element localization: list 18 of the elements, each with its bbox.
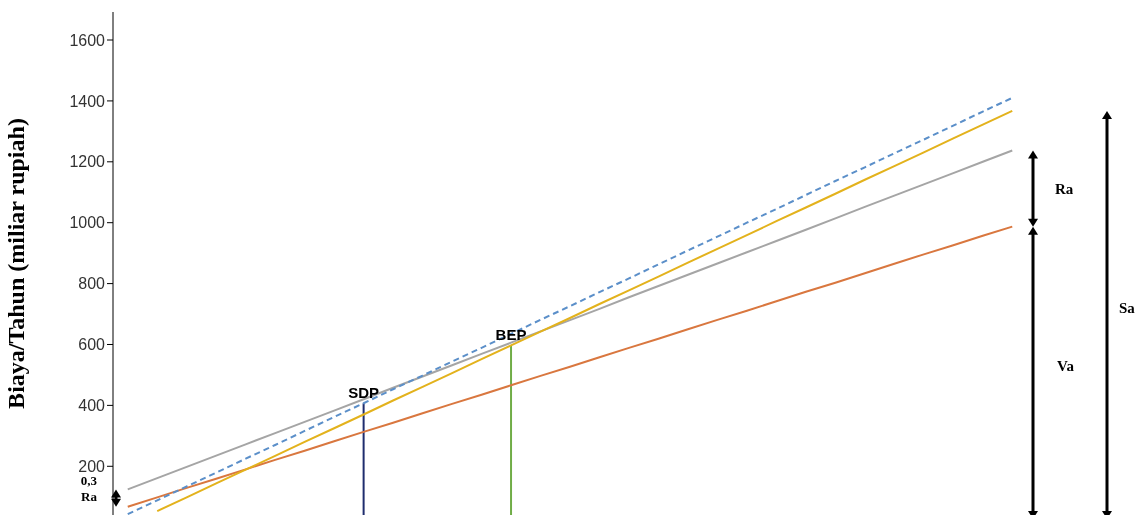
annotation: SDP — [348, 384, 380, 402]
y-tick-label: 1600 — [69, 31, 106, 49]
line-series — [126, 149, 1014, 491]
annotation: BEP — [495, 326, 527, 344]
y-tick-label: 600 — [78, 336, 106, 354]
y-tick-label: 800 — [78, 275, 106, 293]
y-tick-label: 200 — [78, 457, 106, 475]
y-tick-label: 1400 — [69, 92, 106, 110]
text: Sa — [1119, 299, 1136, 316]
text: Ra — [1055, 180, 1074, 197]
y-tick-label: 400 — [78, 397, 106, 415]
y-tick-label: 1000 — [69, 214, 106, 232]
y-axis-title: Biaya/Tahun (miliar rupiah) — [2, 118, 29, 409]
line-series — [126, 225, 1014, 508]
text: Ra — [81, 489, 98, 505]
text: 0,3 — [80, 473, 98, 489]
y-tick-label: 1200 — [69, 153, 106, 171]
text: Va — [1057, 357, 1075, 374]
